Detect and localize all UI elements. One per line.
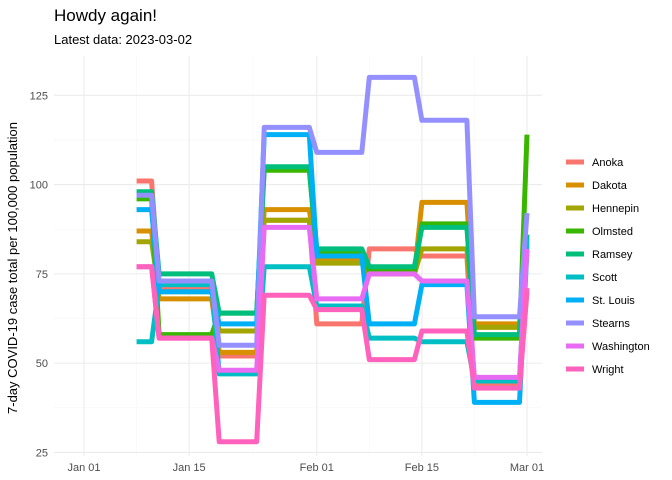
legend-label: Anoka [592, 157, 624, 169]
legend-label: St. Louis [592, 295, 635, 307]
chart-subtitle: Latest data: 2023-03-02 [54, 32, 192, 47]
series-lines [136, 74, 530, 445]
legend-label: Stearns [592, 318, 630, 330]
legend-label: Washington [592, 341, 650, 353]
series-line-stearns [136, 74, 530, 348]
y-tick-label: 75 [36, 269, 48, 281]
legend-label: Scott [592, 272, 617, 284]
y-axis-ticks: 25 50 75 100 125 [30, 90, 48, 459]
x-tick-label: Jan 01 [68, 462, 101, 474]
x-tick-label: Jan 15 [173, 462, 206, 474]
y-tick-label: 25 [36, 447, 48, 459]
x-tick-label: Feb 15 [405, 462, 439, 474]
legend-label: Olmsted [592, 226, 633, 238]
x-tick-label: Mar 01 [510, 462, 544, 474]
series-line-wright [136, 264, 530, 445]
legend-label: Hennepin [592, 203, 639, 215]
legend-label: Wright [592, 364, 624, 376]
chart-title: Howdy again! [54, 6, 157, 25]
legend: Anoka Dakota Hennepin Olmsted Ramsey Scott St.… [566, 157, 650, 376]
legend-label: Ramsey [592, 249, 633, 261]
legend-label: Dakota [592, 180, 628, 192]
y-tick-label: 125 [30, 90, 48, 102]
y-tick-label: 100 [30, 180, 48, 192]
y-axis-label: 7-day COVID-19 case total per 100,000 po… [5, 122, 20, 414]
x-tick-label: Feb 01 [300, 462, 334, 474]
x-axis-ticks: Jan 01 Jan 15 Feb 01 Feb 15 Mar 01 [68, 462, 545, 474]
y-tick-label: 50 [36, 358, 48, 370]
